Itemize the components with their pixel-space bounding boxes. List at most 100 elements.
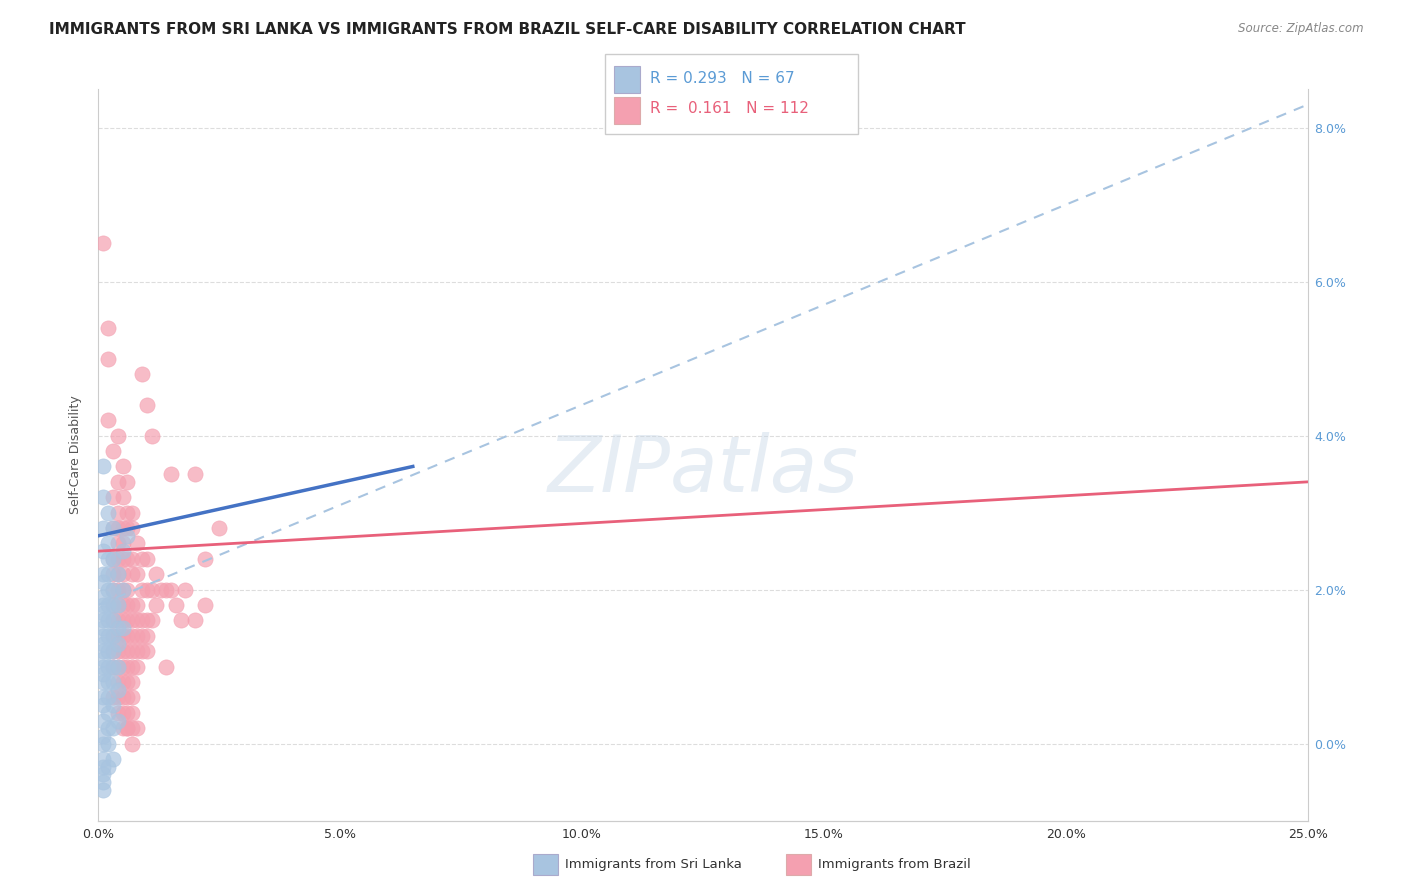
Point (121, 598, 143, 612)
Point (107, 567, 129, 582)
Point (111, 629, 134, 643)
Point (107, 644, 129, 658)
Point (121, 675, 143, 690)
Point (107, 598, 129, 612)
Point (111, 582, 134, 597)
Point (121, 706, 143, 720)
Point (111, 490, 134, 504)
Point (107, 636, 129, 650)
Point (97, 598, 120, 612)
Point (121, 629, 143, 643)
Point (101, 521, 124, 535)
Point (97, 321, 120, 335)
Point (141, 428, 163, 442)
Point (160, 467, 183, 482)
Point (101, 614, 124, 628)
Point (117, 706, 139, 720)
Point (91, 659, 114, 673)
Point (117, 690, 139, 705)
Point (107, 690, 129, 705)
Point (107, 598, 129, 612)
Point (111, 598, 134, 612)
Point (127, 721, 149, 735)
Point (101, 567, 124, 582)
Point (131, 614, 153, 628)
Point (169, 614, 191, 628)
Point (135, 552, 157, 566)
Point (101, 690, 124, 705)
Point (101, 675, 124, 690)
Point (107, 582, 129, 597)
Point (101, 644, 124, 658)
Point (127, 644, 149, 658)
Point (141, 614, 163, 628)
Point (121, 721, 143, 735)
Point (91, 767, 114, 781)
Point (121, 614, 143, 628)
Point (91, 675, 114, 690)
Point (111, 521, 134, 535)
Point (121, 659, 143, 673)
Point (91, 775, 114, 789)
Point (91, 567, 114, 582)
Point (101, 490, 124, 504)
Point (91, 636, 114, 650)
Point (91, 690, 114, 705)
Point (91, 591, 114, 605)
Point (117, 614, 139, 628)
Point (145, 567, 167, 582)
Point (194, 552, 217, 566)
Point (91, 236, 114, 251)
Point (91, 521, 114, 535)
Point (135, 398, 157, 412)
Point (107, 675, 129, 690)
Point (107, 659, 129, 673)
Point (97, 614, 120, 628)
Text: ZIPatlas: ZIPatlas (547, 432, 859, 508)
Point (91, 606, 114, 620)
Point (111, 659, 134, 673)
Point (101, 629, 124, 643)
Point (101, 659, 124, 673)
Point (97, 413, 120, 427)
Point (97, 659, 120, 673)
Point (111, 582, 134, 597)
Point (91, 614, 114, 628)
Point (107, 706, 129, 720)
Point (145, 598, 167, 612)
Point (117, 506, 139, 520)
Point (107, 614, 129, 628)
Point (97, 552, 120, 566)
Point (101, 721, 124, 735)
Text: Immigrants from Sri Lanka: Immigrants from Sri Lanka (565, 858, 742, 871)
Point (155, 582, 177, 597)
Point (97, 706, 120, 720)
Point (97, 506, 120, 520)
Point (117, 644, 139, 658)
Point (107, 621, 129, 635)
Point (107, 629, 129, 643)
Point (107, 428, 129, 442)
Point (131, 629, 153, 643)
Point (107, 714, 129, 728)
Point (127, 614, 149, 628)
Point (121, 690, 143, 705)
Point (155, 659, 177, 673)
Point (160, 582, 183, 597)
Point (127, 629, 149, 643)
Point (101, 752, 124, 766)
Point (117, 721, 139, 735)
Point (117, 529, 139, 543)
Point (111, 567, 134, 582)
Point (91, 760, 114, 774)
Point (101, 582, 124, 597)
Point (135, 614, 157, 628)
Point (101, 629, 124, 643)
Point (107, 552, 129, 566)
Point (208, 521, 231, 535)
Point (91, 544, 114, 558)
Text: R =  0.161   N = 112: R = 0.161 N = 112 (650, 102, 808, 116)
Point (107, 536, 129, 550)
Point (97, 675, 120, 690)
Point (117, 582, 139, 597)
